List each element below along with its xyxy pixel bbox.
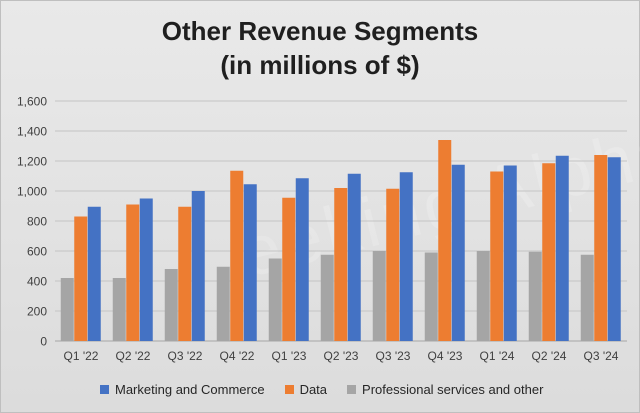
x-tick-label: Q4 '23	[428, 349, 463, 363]
bar-professional-services-and-other-0	[60, 278, 74, 341]
bar-data-6	[386, 188, 400, 341]
legend-label: Professional services and other	[362, 381, 544, 397]
x-tick-label: Q1 '22	[64, 349, 99, 363]
x-tick-label: Q1 '23	[272, 349, 307, 363]
x-tick-label: Q2 '23	[324, 349, 359, 363]
chart-title-line-1: Other Revenue Segments	[161, 16, 479, 46]
legend-swatch	[347, 384, 357, 394]
legend-item: Data	[284, 381, 328, 397]
x-tick-label: Q3 '22	[168, 349, 203, 363]
bar-marketing-and-commerce-7	[451, 164, 465, 341]
legend-swatch	[100, 384, 109, 394]
y-tick-label: 400	[27, 275, 47, 289]
bar-marketing-and-commerce-9	[555, 155, 569, 341]
bar-data-4	[282, 197, 296, 341]
bar-marketing-and-commerce-2	[191, 191, 205, 341]
chart-legend: Marketing and Commerce Data Professional s…	[100, 378, 543, 400]
bar-data-3	[230, 170, 244, 341]
legend-swatch	[284, 384, 294, 394]
y-tick-label: 0	[40, 335, 47, 349]
y-tick-label: 1,400	[17, 125, 47, 139]
bar-professional-services-and-other-1	[112, 278, 126, 341]
x-tick-label: Q3 '24	[584, 349, 619, 363]
bar-professional-services-and-other-7	[424, 252, 438, 341]
bar-marketing-and-commerce-8	[503, 165, 517, 341]
bar-data-10	[594, 155, 608, 341]
y-tick-label: 1,200	[17, 155, 47, 169]
bar-professional-services-and-other-3	[216, 266, 230, 341]
legend-item: Professional services and other	[347, 382, 543, 397]
bar-professional-services-and-other-10	[580, 254, 594, 341]
x-tick-label: Q2 '22	[116, 349, 151, 363]
bar-marketing-and-commerce-0	[87, 206, 101, 341]
x-tick-label: Q2 '24	[532, 349, 567, 363]
y-tick-label: 200	[27, 305, 47, 319]
chart-title-line-2: (in millions of $)	[220, 50, 420, 80]
y-tick-label: 1,600	[17, 95, 47, 109]
bar-professional-services-and-other-6	[372, 251, 386, 341]
legend-item: Marketing and Commerce	[100, 382, 265, 397]
bar-professional-services-and-other-4	[268, 258, 282, 341]
bar-data-0	[74, 216, 88, 341]
y-tick-label: 600	[27, 245, 47, 259]
bar-data-7	[438, 140, 452, 341]
chart-title: Other Revenue Segments (in millions of $…	[0, 14, 640, 82]
bar-marketing-and-commerce-3	[243, 184, 257, 341]
x-tick-label: Q3 '23	[376, 349, 411, 363]
y-tick-label: 800	[27, 215, 47, 229]
bar-marketing-and-commerce-4	[295, 178, 309, 341]
x-tick-label: Q4 '22	[220, 349, 255, 363]
y-tick-label: 1,000	[17, 185, 47, 199]
legend-label: Marketing and Commerce	[115, 381, 265, 397]
bar-data-5	[334, 188, 348, 341]
bar-marketing-and-commerce-1	[139, 198, 153, 341]
legend-label: Data	[299, 381, 328, 397]
bar-professional-services-and-other-5	[320, 254, 334, 341]
bar-professional-services-and-other-8	[476, 251, 490, 341]
bar-marketing-and-commerce-5	[347, 173, 361, 341]
x-tick-label: Q1 '24	[480, 349, 515, 363]
bar-marketing-and-commerce-10	[607, 157, 621, 341]
bar-professional-services-and-other-9	[528, 251, 542, 341]
bar-marketing-and-commerce-6	[399, 172, 413, 341]
bar-data-2	[178, 206, 192, 341]
bar-data-8	[490, 171, 504, 341]
bar-data-9	[542, 163, 556, 341]
bar-data-1	[126, 204, 140, 341]
bar-professional-services-and-other-2	[164, 269, 178, 341]
